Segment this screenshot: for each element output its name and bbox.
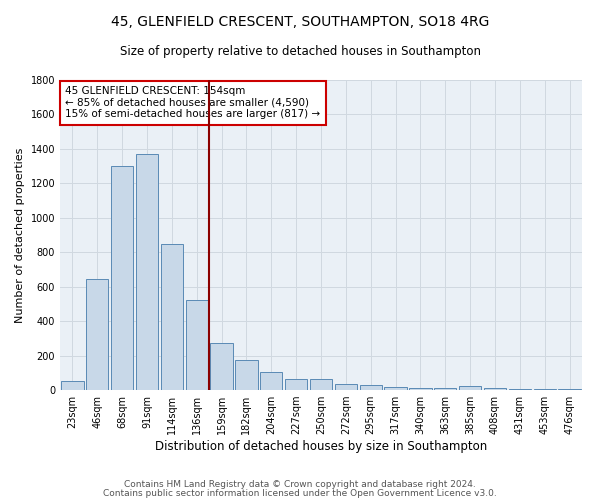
Bar [459,386,481,390]
Text: 45, GLENFIELD CRESCENT, SOUTHAMPTON, SO18 4RG: 45, GLENFIELD CRESCENT, SOUTHAMPTON, SO1… [111,15,489,29]
Bar [484,388,506,390]
X-axis label: Distribution of detached houses by size in Southampton: Distribution of detached houses by size … [155,440,487,453]
Bar [310,379,332,390]
Text: Contains public sector information licensed under the Open Government Licence v3: Contains public sector information licen… [103,489,497,498]
Bar [359,385,382,390]
Bar [335,384,357,390]
Text: 45 GLENFIELD CRESCENT: 154sqm
← 85% of detached houses are smaller (4,590)
15% o: 45 GLENFIELD CRESCENT: 154sqm ← 85% of d… [65,86,320,120]
Bar [86,279,109,390]
Text: Contains HM Land Registry data © Crown copyright and database right 2024.: Contains HM Land Registry data © Crown c… [124,480,476,489]
Bar [235,360,257,390]
Bar [260,372,283,390]
Bar [434,388,457,390]
Bar [136,154,158,390]
Bar [409,388,431,390]
Bar [559,389,581,390]
Bar [285,379,307,390]
Bar [211,342,233,390]
Text: Size of property relative to detached houses in Southampton: Size of property relative to detached ho… [119,45,481,58]
Y-axis label: Number of detached properties: Number of detached properties [15,148,25,322]
Bar [509,389,531,390]
Bar [61,380,83,390]
Bar [533,389,556,390]
Bar [385,386,407,390]
Bar [185,300,208,390]
Bar [161,244,183,390]
Bar [111,166,133,390]
